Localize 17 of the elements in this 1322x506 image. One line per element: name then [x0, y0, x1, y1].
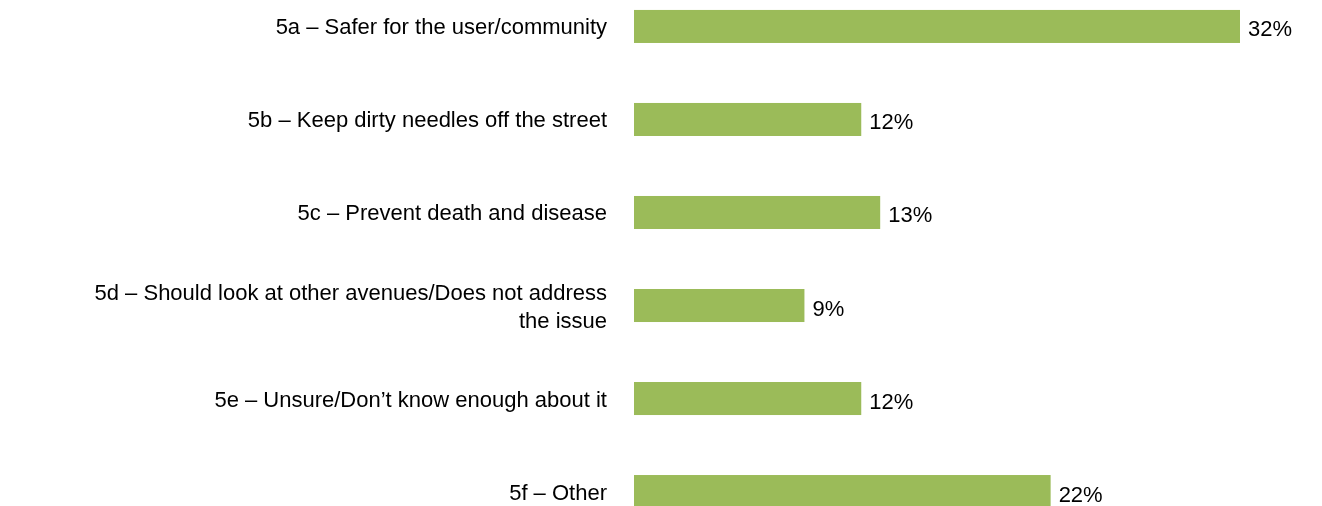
- data-label: 12%: [869, 109, 914, 135]
- bar: [634, 382, 862, 416]
- data-label: 32%: [1248, 16, 1293, 42]
- bar: [634, 289, 805, 323]
- y-tick-label: 5f – Other: [509, 479, 607, 505]
- y-tick-label: 5c – Prevent death and disease: [297, 200, 607, 226]
- y-tick-label: 5e – Unsure/Don’t know enough about it: [214, 386, 607, 412]
- data-label: 9%: [812, 295, 845, 321]
- data-label: 12%: [869, 388, 914, 414]
- y-tick-label: 5d – Should look at other avenues/Does not address the issue: [94, 279, 607, 333]
- data-label: 13%: [888, 202, 933, 228]
- bar: [634, 102, 862, 136]
- bar: [634, 195, 881, 229]
- y-tick-label: 5a – Safer for the user/community: [275, 14, 607, 40]
- bar: [634, 9, 1240, 43]
- data-label: 22%: [1058, 481, 1103, 506]
- y-tick-label: 5b – Keep dirty needles off the street: [247, 107, 607, 133]
